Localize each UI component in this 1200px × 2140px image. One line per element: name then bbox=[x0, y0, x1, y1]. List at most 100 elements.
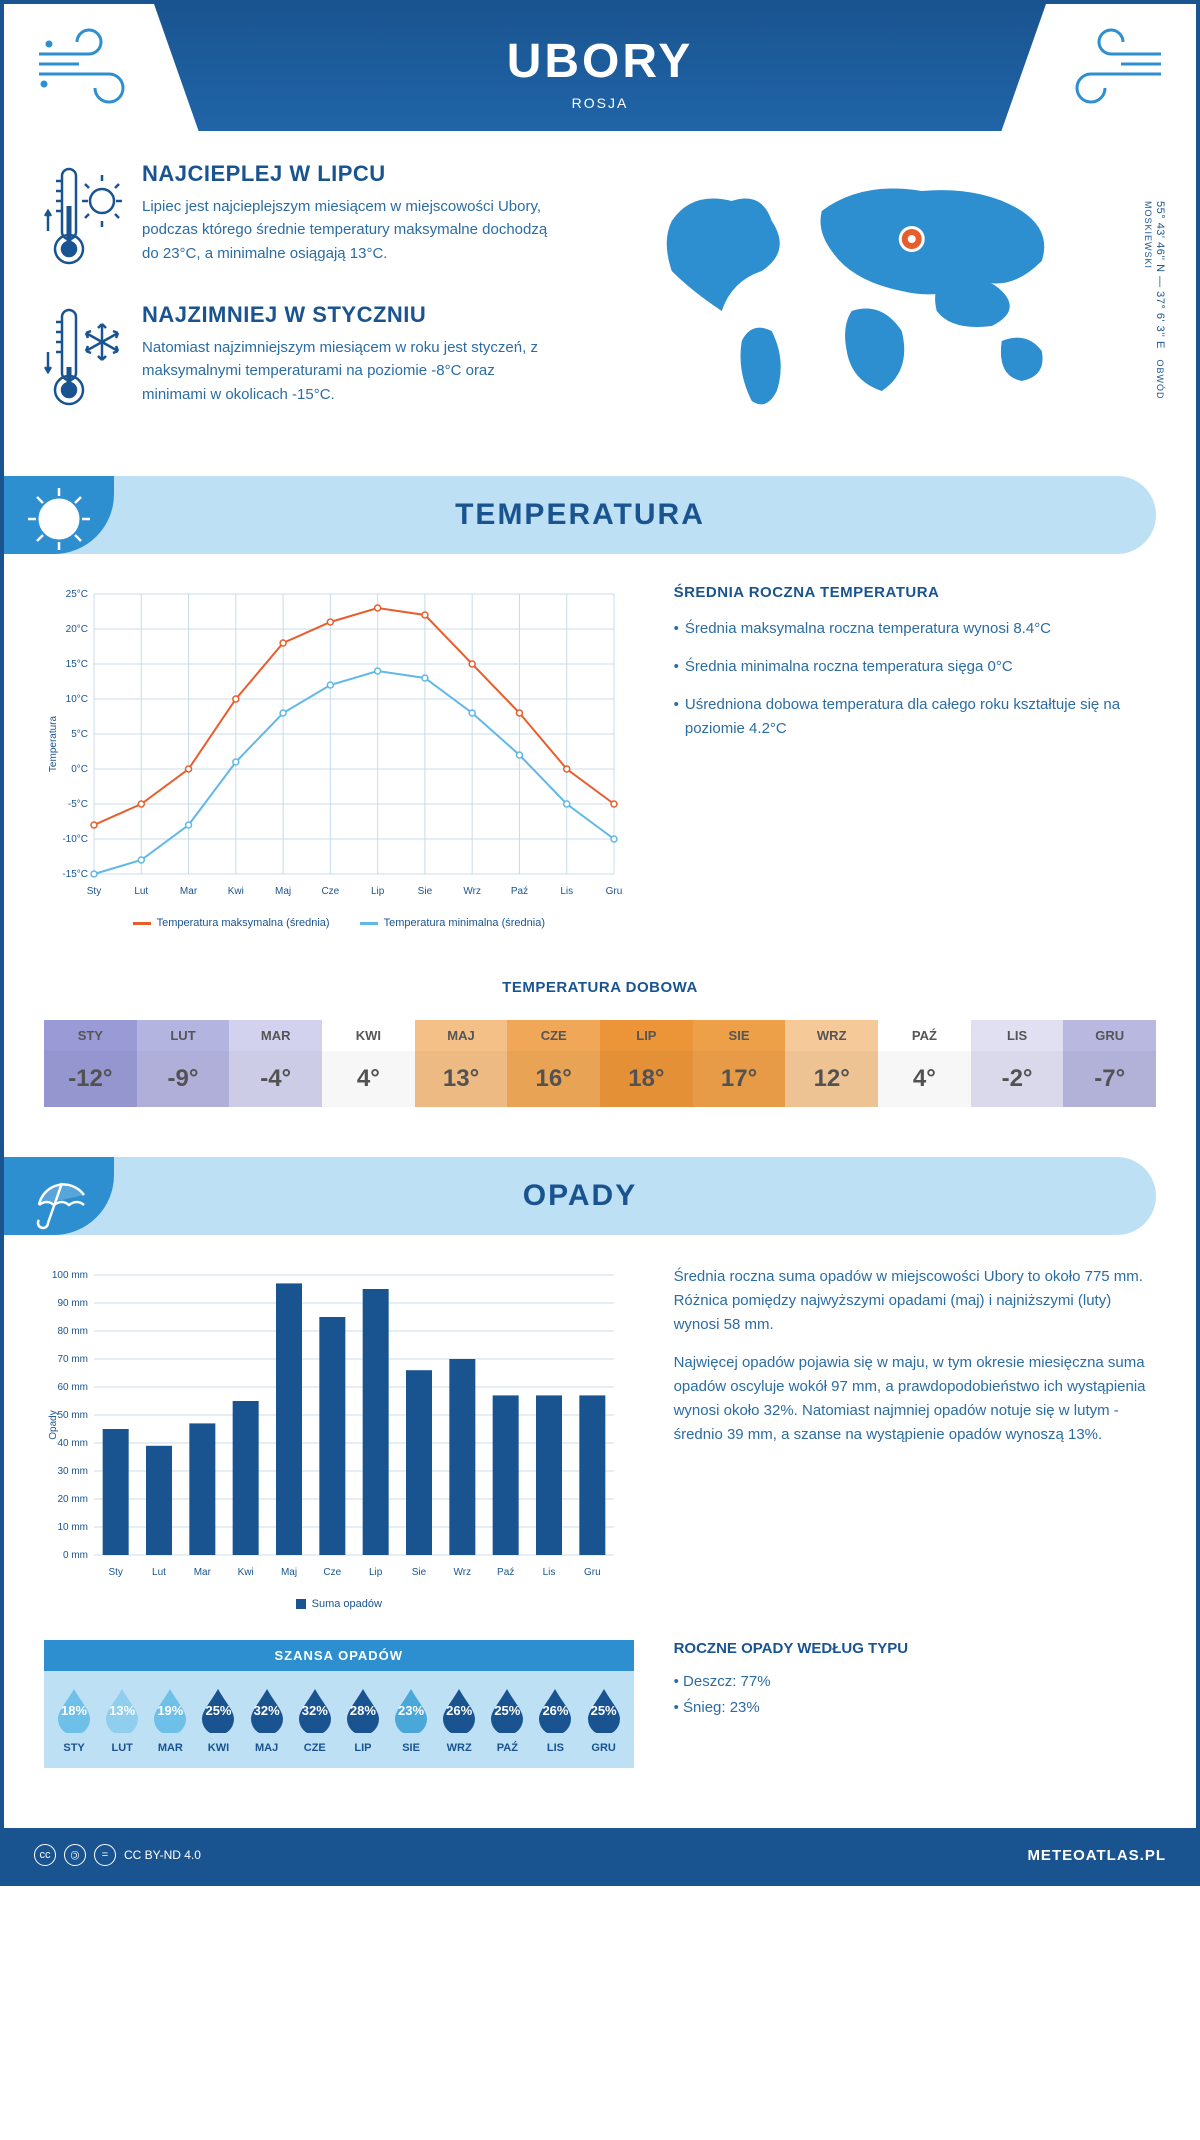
precip-chance-item: 18%STY bbox=[50, 1685, 98, 1754]
coldest-title: NAJZIMNIEJ W STYCZNIU bbox=[142, 302, 557, 328]
umbrella-icon bbox=[24, 1165, 94, 1240]
svg-text:0 mm: 0 mm bbox=[63, 1550, 88, 1561]
svg-text:Gru: Gru bbox=[606, 886, 623, 897]
precipitation-title: OPADY bbox=[4, 1179, 1156, 1213]
svg-text:5°C: 5°C bbox=[71, 729, 88, 740]
annual-temp-bullet: •Średnia maksymalna roczna temperatura w… bbox=[674, 617, 1156, 641]
country-subtitle: ROSJA bbox=[174, 95, 1026, 111]
annual-temp-title: ŚREDNIA ROCZNA TEMPERATURA bbox=[674, 584, 1156, 601]
svg-text:40 mm: 40 mm bbox=[57, 1438, 88, 1449]
precip-chance-item: 28%LIP bbox=[339, 1685, 387, 1754]
svg-text:Gru: Gru bbox=[584, 1567, 601, 1578]
thermometer-cold-icon bbox=[44, 302, 124, 417]
precipitation-bar-chart: 0 mm10 mm20 mm30 mm40 mm50 mm60 mm70 mm8… bbox=[44, 1265, 624, 1585]
svg-text:20°C: 20°C bbox=[66, 624, 88, 635]
svg-text:Lis: Lis bbox=[543, 1567, 556, 1578]
daily-temp-title: TEMPERATURA DOBOWA bbox=[4, 979, 1196, 996]
svg-text:Sie: Sie bbox=[418, 886, 433, 897]
svg-text:15°C: 15°C bbox=[66, 659, 88, 670]
svg-text:Lis: Lis bbox=[560, 886, 573, 897]
svg-text:Kwi: Kwi bbox=[238, 1567, 254, 1578]
license-badge: cc🄯= CC BY-ND 4.0 bbox=[34, 1844, 201, 1866]
precip-by-type-title: ROCZNE OPADY WEDŁUG TYPU bbox=[674, 1640, 1156, 1657]
daily-temp-cell: LIS-2° bbox=[971, 1010, 1064, 1117]
daily-temp-cell: KWI4° bbox=[322, 1010, 415, 1117]
svg-text:-15°C: -15°C bbox=[62, 869, 88, 880]
page-footer: cc🄯= CC BY-ND 4.0 METEOATLAS.PL bbox=[4, 1828, 1196, 1882]
daily-temp-cell: MAJ13° bbox=[415, 1010, 508, 1117]
page-header: UBORY ROSJA bbox=[154, 4, 1046, 131]
precip-chance-item: 26%WRZ bbox=[435, 1685, 483, 1754]
world-map bbox=[587, 161, 1156, 441]
precip-chance-item: 23%SIE bbox=[387, 1685, 435, 1754]
svg-text:Lip: Lip bbox=[371, 886, 385, 897]
svg-text:30 mm: 30 mm bbox=[57, 1466, 88, 1477]
temperature-title: TEMPERATURA bbox=[4, 498, 1156, 532]
svg-text:20 mm: 20 mm bbox=[57, 1494, 88, 1505]
svg-text:50 mm: 50 mm bbox=[57, 1410, 88, 1421]
annual-temp-bullet: •Uśredniona dobowa temperatura dla całeg… bbox=[674, 693, 1156, 741]
temperature-chart-legend: Temperatura maksymalna (średnia) Tempera… bbox=[44, 917, 634, 929]
svg-text:Sty: Sty bbox=[87, 886, 101, 897]
daily-temp-cell: SIE17° bbox=[693, 1010, 786, 1117]
svg-text:Maj: Maj bbox=[281, 1567, 297, 1578]
precip-text-1: Średnia roczna suma opadów w miejscowośc… bbox=[674, 1265, 1156, 1337]
precip-chance-item: 25%PAŹ bbox=[483, 1685, 531, 1754]
precip-chance-item: 19%MAR bbox=[146, 1685, 194, 1754]
coordinates-label: 55° 43' 46'' N — 37° 6' 3'' E OBWÓD MOSK… bbox=[1142, 201, 1166, 446]
temperature-line-chart: -15°C-10°C-5°C0°C5°C10°C15°C20°C25°CStyL… bbox=[44, 584, 624, 904]
daily-temperature-table: STY-12°LUT-9°MAR-4°KWI4°MAJ13°CZE16°LIP1… bbox=[44, 1010, 1156, 1117]
svg-text:Paź: Paź bbox=[497, 1567, 514, 1578]
precip-chance-title: SZANSA OPADÓW bbox=[44, 1640, 634, 1671]
svg-text:Cze: Cze bbox=[323, 1567, 341, 1578]
daily-temp-cell: CZE16° bbox=[507, 1010, 600, 1117]
svg-text:70 mm: 70 mm bbox=[57, 1354, 88, 1365]
svg-text:0°C: 0°C bbox=[71, 764, 88, 775]
svg-text:Lut: Lut bbox=[152, 1567, 166, 1578]
svg-text:10 mm: 10 mm bbox=[57, 1522, 88, 1533]
wind-decoration-right bbox=[1056, 24, 1166, 119]
daily-temp-cell: PAŹ4° bbox=[878, 1010, 971, 1117]
precipitation-chart-legend: Suma opadów bbox=[44, 1598, 634, 1610]
svg-text:Wrz: Wrz bbox=[463, 886, 481, 897]
svg-text:Lip: Lip bbox=[369, 1567, 383, 1578]
warmest-title: NAJCIEPLEJ W LIPCU bbox=[142, 161, 557, 187]
coldest-fact: NAJZIMNIEJ W STYCZNIU Natomiast najzimni… bbox=[44, 302, 557, 417]
thermometer-hot-icon bbox=[44, 161, 124, 276]
precip-chance-item: 32%CZE bbox=[291, 1685, 339, 1754]
precip-chance-item: 13%LUT bbox=[98, 1685, 146, 1754]
daily-temp-cell: MAR-4° bbox=[229, 1010, 322, 1117]
precip-text-2: Najwięcej opadów pojawia się w maju, w t… bbox=[674, 1351, 1156, 1447]
svg-text:Sty: Sty bbox=[108, 1567, 122, 1578]
precipitation-chance-panel: SZANSA OPADÓW 18%STY13%LUT19%MAR25%KWI32… bbox=[44, 1640, 634, 1768]
sun-icon bbox=[24, 484, 94, 559]
svg-text:Mar: Mar bbox=[180, 886, 198, 897]
svg-text:100 mm: 100 mm bbox=[52, 1270, 88, 1281]
wind-decoration-left bbox=[34, 24, 144, 119]
daily-temp-cell: LIP18° bbox=[600, 1010, 693, 1117]
precip-type-bullet: • Deszcz: 77% bbox=[674, 1669, 1156, 1695]
precip-chance-item: 25%KWI bbox=[194, 1685, 242, 1754]
svg-text:Kwi: Kwi bbox=[228, 886, 244, 897]
daily-temp-cell: LUT-9° bbox=[137, 1010, 230, 1117]
daily-temp-cell: WRZ12° bbox=[785, 1010, 878, 1117]
svg-text:Opady: Opady bbox=[48, 1410, 59, 1439]
svg-text:25°C: 25°C bbox=[66, 589, 88, 600]
svg-text:Temperatura: Temperatura bbox=[48, 715, 59, 772]
precip-chance-item: 32%MAJ bbox=[243, 1685, 291, 1754]
svg-text:Sie: Sie bbox=[412, 1567, 427, 1578]
svg-text:Maj: Maj bbox=[275, 886, 291, 897]
svg-text:Paź: Paź bbox=[511, 886, 528, 897]
svg-text:90 mm: 90 mm bbox=[57, 1298, 88, 1309]
svg-text:10°C: 10°C bbox=[66, 694, 88, 705]
svg-text:60 mm: 60 mm bbox=[57, 1382, 88, 1393]
precip-chance-item: 25%GRU bbox=[580, 1685, 628, 1754]
svg-text:-10°C: -10°C bbox=[62, 834, 88, 845]
daily-temp-cell: STY-12° bbox=[44, 1010, 137, 1117]
precip-chance-item: 26%LIS bbox=[531, 1685, 579, 1754]
svg-text:Lut: Lut bbox=[134, 886, 148, 897]
city-title: UBORY bbox=[174, 34, 1026, 89]
warmest-fact: NAJCIEPLEJ W LIPCU Lipiec jest najcieple… bbox=[44, 161, 557, 276]
location-marker-icon bbox=[898, 226, 924, 252]
temperature-section-header: TEMPERATURA bbox=[4, 476, 1156, 554]
